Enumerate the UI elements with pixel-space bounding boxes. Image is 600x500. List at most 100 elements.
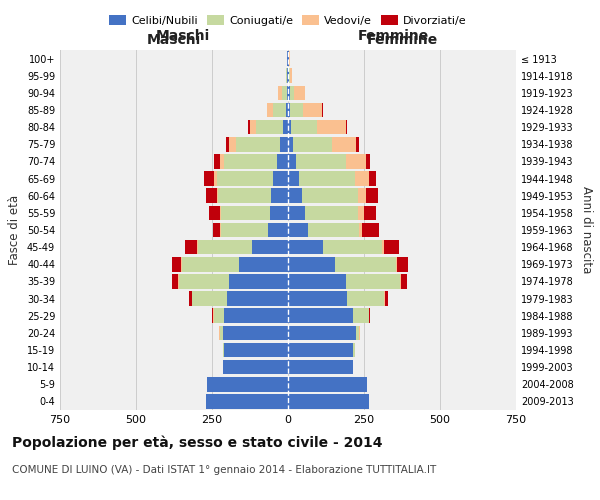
Bar <box>384 292 385 306</box>
Bar <box>224 308 288 323</box>
Bar <box>346 274 400 288</box>
Bar <box>356 137 359 152</box>
Bar <box>299 172 355 186</box>
Bar <box>288 102 290 118</box>
Bar <box>305 206 358 220</box>
Bar <box>358 188 365 203</box>
Bar <box>288 154 296 168</box>
Bar <box>248 120 250 134</box>
Bar <box>208 377 288 392</box>
Bar <box>362 222 379 238</box>
Bar <box>268 102 274 118</box>
Bar <box>256 120 283 134</box>
Bar <box>172 274 178 288</box>
Bar <box>267 102 268 118</box>
Bar <box>188 292 191 306</box>
Bar <box>332 137 356 152</box>
Bar <box>223 360 288 374</box>
Bar <box>221 206 270 220</box>
Bar <box>205 172 214 186</box>
Bar <box>227 292 288 306</box>
Bar <box>288 120 291 134</box>
Bar <box>229 274 288 288</box>
Bar <box>217 188 218 203</box>
Bar <box>347 292 384 306</box>
Bar <box>287 68 288 83</box>
Bar <box>288 137 293 152</box>
Bar <box>288 274 346 288</box>
Bar <box>358 206 364 220</box>
Bar <box>220 222 221 238</box>
Bar <box>239 257 288 272</box>
Text: COMUNE DI LUINO (VA) - Dati ISTAT 1° gennaio 2014 - Elaborazione TUTTITALIA.IT: COMUNE DI LUINO (VA) - Dati ISTAT 1° gen… <box>12 465 436 475</box>
Bar <box>288 222 308 238</box>
Bar <box>385 292 388 306</box>
Bar <box>178 274 179 288</box>
Bar <box>271 188 288 203</box>
Bar <box>290 102 302 118</box>
Bar <box>302 188 358 203</box>
Bar <box>288 240 323 254</box>
Bar <box>396 257 397 272</box>
Bar <box>273 172 288 186</box>
Text: Femmine: Femmine <box>367 32 437 46</box>
Bar <box>212 308 213 323</box>
Bar <box>364 206 376 220</box>
Bar <box>270 206 288 220</box>
Bar <box>277 154 288 168</box>
Bar <box>401 274 407 288</box>
Bar <box>288 52 289 66</box>
Bar <box>400 274 401 288</box>
Bar <box>355 172 368 186</box>
Bar <box>192 292 227 306</box>
Bar <box>368 172 376 186</box>
Bar <box>353 342 355 357</box>
Text: Popolazione per età, sesso e stato civile - 2014: Popolazione per età, sesso e stato civil… <box>12 435 383 450</box>
Bar <box>365 154 370 168</box>
Bar <box>322 102 323 118</box>
Bar <box>283 120 288 134</box>
Bar <box>191 292 192 306</box>
Bar <box>356 326 359 340</box>
Bar <box>206 188 217 203</box>
Bar <box>268 222 288 238</box>
Bar <box>288 342 353 357</box>
Bar <box>209 206 220 220</box>
Bar <box>288 394 368 408</box>
Bar <box>206 394 288 408</box>
Bar <box>214 308 224 323</box>
Bar <box>290 68 292 83</box>
Bar <box>294 86 305 100</box>
Y-axis label: Fasce di età: Fasce di età <box>8 195 21 265</box>
Bar <box>397 257 408 272</box>
Bar <box>288 326 356 340</box>
Bar <box>199 240 251 254</box>
Bar <box>346 154 365 168</box>
Bar <box>288 377 367 392</box>
Bar <box>278 86 282 100</box>
Bar <box>291 120 317 134</box>
Bar <box>229 137 236 152</box>
Bar <box>288 257 335 272</box>
Bar <box>185 240 197 254</box>
Bar <box>365 188 377 203</box>
Legend: Celibi/Nubili, Coniugati/e, Vedovi/e, Divorziati/e: Celibi/Nubili, Coniugati/e, Vedovi/e, Di… <box>105 10 471 30</box>
Bar <box>288 172 299 186</box>
Bar <box>289 52 290 66</box>
Bar <box>172 257 181 272</box>
Bar <box>179 274 229 288</box>
Bar <box>182 257 239 272</box>
Bar <box>251 240 288 254</box>
Bar <box>369 308 370 323</box>
Bar <box>217 172 273 186</box>
Bar <box>220 154 224 168</box>
Bar <box>335 257 396 272</box>
Bar <box>382 240 384 254</box>
Y-axis label: Anni di nascita: Anni di nascita <box>580 186 593 274</box>
Bar <box>287 86 288 100</box>
Bar <box>302 102 322 118</box>
Bar <box>288 308 353 323</box>
Bar <box>288 68 289 83</box>
Bar <box>212 222 220 238</box>
Bar <box>220 326 223 340</box>
